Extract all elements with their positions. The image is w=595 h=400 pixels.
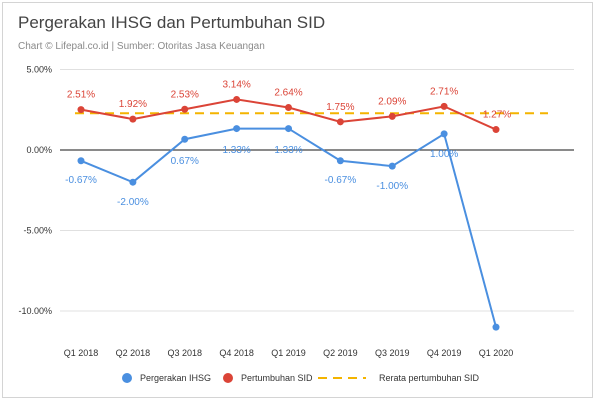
sid-data-label: 2.53% xyxy=(171,89,199,100)
sid-data-label: 3.14% xyxy=(222,79,250,90)
ihsg-data-point xyxy=(129,178,137,186)
sid-data-label: 1.27% xyxy=(483,110,511,121)
ihsg-data-point xyxy=(492,323,500,331)
x-tick-label: Q2 2019 xyxy=(323,348,358,358)
sid-data-point xyxy=(233,95,241,103)
x-tick-label: Q2 2018 xyxy=(116,348,151,358)
sid-data-point xyxy=(129,115,137,123)
x-tick-label: Q4 2018 xyxy=(219,348,254,358)
ihsg-data-label: -1.00% xyxy=(376,181,408,192)
chart-subtitle: Chart © Lifepal.co.id | Sumber: Otoritas… xyxy=(18,41,265,52)
ihsg-data-point xyxy=(285,125,292,133)
ihsg-data-point xyxy=(336,157,344,165)
ihsg-data-point xyxy=(440,130,448,138)
legend-ihsg-label: Pergerakan IHSG xyxy=(140,373,211,383)
y-tick-label: 5.00% xyxy=(26,65,52,75)
ihsg-data-label: -0.67% xyxy=(65,175,97,186)
sid-data-point xyxy=(492,126,500,134)
x-tick-label: Q1 2020 xyxy=(479,348,514,358)
ihsg-data-label: 1.33% xyxy=(274,145,302,156)
ihsg-data-point xyxy=(77,157,85,165)
chart-title: Pergerakan IHSG dan Pertumbuhan SID xyxy=(18,13,326,32)
legend-ihsg-marker xyxy=(122,373,132,383)
sid-data-point xyxy=(181,105,189,113)
sid-data-point xyxy=(77,106,85,114)
ihsg-data-label: 1.00% xyxy=(430,149,458,160)
sid-data-label: 1.92% xyxy=(119,99,147,110)
sid-data-label: 2.64% xyxy=(274,87,302,98)
y-tick-label: 0.00% xyxy=(26,145,52,155)
ihsg-data-label: -0.67% xyxy=(325,175,357,186)
y-tick-label: -5.00% xyxy=(23,226,52,236)
sid-data-point xyxy=(336,118,344,126)
y-tick-label: -10.00% xyxy=(18,306,52,316)
sid-data-label: 2.71% xyxy=(430,86,458,97)
ihsg-data-point xyxy=(388,162,396,170)
sid-data-label: 1.75% xyxy=(326,102,354,113)
ihsg-data-label: 0.67% xyxy=(171,156,199,167)
legend-sid-label: Pertumbuhan SID xyxy=(241,373,313,383)
legend-sid-marker xyxy=(223,373,233,383)
ihsg-data-label: 1.33% xyxy=(222,145,250,156)
x-tick-label: Q3 2018 xyxy=(167,348,202,358)
x-tick-label: Q1 2019 xyxy=(271,348,306,358)
x-tick-label: Q1 2018 xyxy=(64,348,99,358)
sid-data-point xyxy=(388,112,396,120)
sid-data-point xyxy=(285,103,292,111)
sid-data-point xyxy=(440,102,448,110)
ihsg-data-point xyxy=(233,125,241,133)
sid-data-label: 2.09% xyxy=(378,96,406,107)
x-tick-label: Q4 2019 xyxy=(427,348,462,358)
sid-data-label: 2.51% xyxy=(67,90,95,101)
ihsg-data-label: -2.00% xyxy=(117,197,149,208)
x-tick-label: Q3 2019 xyxy=(375,348,410,358)
legend-average-label: Rerata pertumbuhan SID xyxy=(379,373,480,383)
ihsg-data-point xyxy=(181,135,189,143)
